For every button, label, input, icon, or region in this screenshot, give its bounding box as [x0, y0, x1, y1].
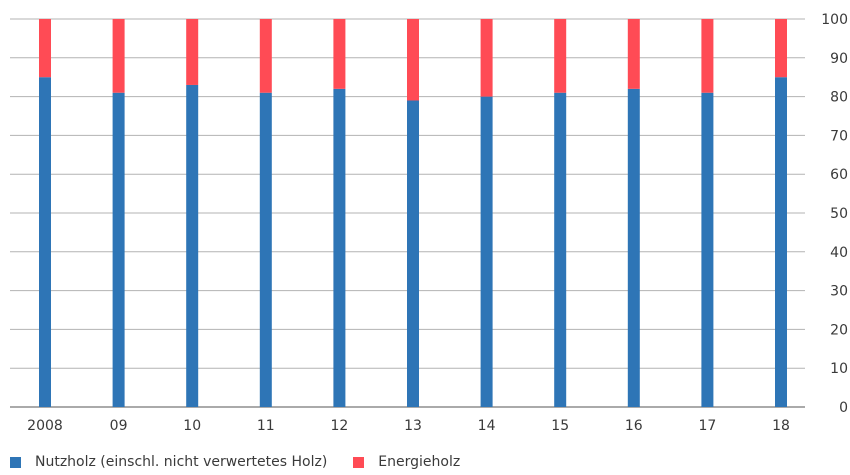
- bar-nutzholz: [554, 92, 567, 407]
- x-tick-label: 16: [625, 418, 643, 434]
- y-tick-label: 70: [830, 128, 848, 144]
- legend-swatch-energieholz: [353, 456, 365, 468]
- bar-nutzholz: [480, 96, 493, 407]
- y-tick-labels: 0 10 20 30 40 50 60 70 80 90 100: [821, 12, 848, 416]
- x-tick-label: 15: [551, 418, 569, 434]
- x-tick-label: 14: [478, 418, 496, 434]
- y-tick-label: 60: [830, 167, 848, 183]
- x-tick-label: 18: [772, 418, 790, 434]
- x-tick-label: 11: [257, 418, 275, 434]
- legend-item-energieholz: Energieholz: [353, 454, 460, 470]
- bar-energieholz: [407, 19, 419, 101]
- bar-energieholz: [701, 19, 714, 93]
- x-tick-label: 09: [110, 418, 128, 434]
- bar-energieholz: [112, 19, 125, 93]
- legend-label-energieholz: Energieholz: [378, 454, 461, 470]
- x-tick-label: 17: [698, 418, 716, 434]
- bar-nutzholz: [701, 92, 714, 407]
- bar-energieholz: [333, 19, 346, 89]
- bar-energieholz: [259, 19, 272, 93]
- bar-energieholz: [627, 19, 640, 89]
- bar-nutzholz: [259, 92, 272, 407]
- bar-nutzholz: [186, 84, 199, 408]
- bar-nutzholz: [39, 77, 51, 407]
- legend-label-nutzholz: Nutzholz (einschl. nicht verwertetes Hol…: [35, 454, 328, 470]
- bar-nutzholz: [333, 88, 346, 407]
- bar-energieholz: [186, 19, 199, 85]
- y-tick-label: 20: [830, 322, 848, 338]
- x-tick-labels: 2008 09 10 11 12 13 14 15 16 17 18: [27, 418, 790, 434]
- y-tick-label: 100: [821, 12, 848, 28]
- bar-nutzholz: [112, 92, 125, 407]
- y-tick-label: 50: [830, 206, 848, 222]
- bar-nutzholz: [407, 100, 419, 407]
- bars: [39, 19, 787, 408]
- y-tick-label: 40: [830, 245, 848, 261]
- x-tick-label: 13: [404, 418, 422, 434]
- bar-energieholz: [775, 19, 787, 78]
- legend: Nutzholz (einschl. nicht verwertetes Hol…: [10, 454, 486, 470]
- stacked-bar-chart: 2008 09 10 11 12 13 14 15 16 17 18 0 10 20 30 40 50 60 70…: [10, 12, 848, 434]
- bar-nutzholz: [627, 88, 640, 407]
- x-tick-label: 12: [330, 418, 348, 434]
- legend-swatch-nutzholz: [10, 456, 21, 468]
- bar-energieholz: [480, 19, 493, 97]
- bar-nutzholz: [775, 77, 787, 407]
- y-tick-label: 30: [830, 284, 848, 300]
- y-tick-label: 90: [830, 51, 848, 67]
- y-tick-label: 0: [839, 400, 848, 416]
- x-tick-label: 2008: [27, 418, 63, 434]
- bar-energieholz: [554, 19, 567, 93]
- y-tick-label: 80: [830, 90, 848, 106]
- bar-energieholz: [39, 19, 51, 78]
- legend-item-nutzholz: Nutzholz (einschl. nicht verwertetes Hol…: [10, 454, 327, 470]
- x-tick-label: 10: [183, 418, 201, 434]
- y-tick-label: 10: [830, 361, 848, 377]
